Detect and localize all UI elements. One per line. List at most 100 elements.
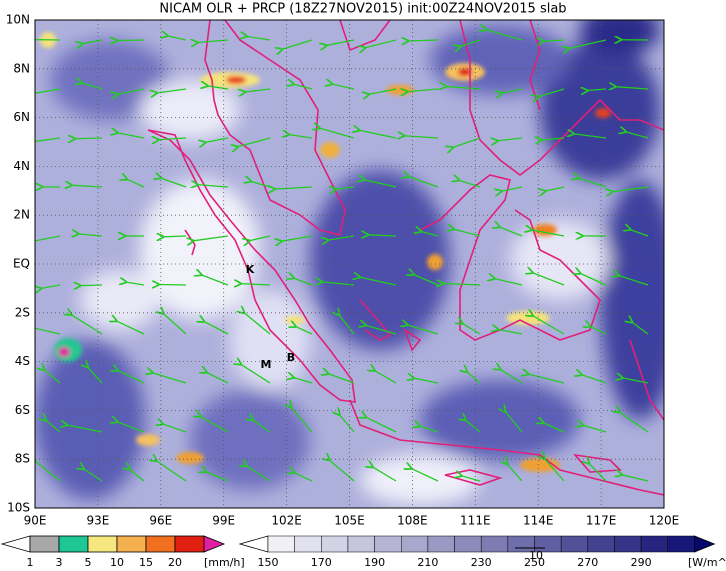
wind-vector bbox=[197, 185, 229, 187]
wind-vector bbox=[339, 315, 355, 335]
precip-label: 10 bbox=[110, 556, 124, 569]
wind-vector bbox=[365, 39, 397, 48]
wind-vector bbox=[619, 412, 649, 433]
colorbar-box bbox=[374, 535, 402, 553]
wind-vector bbox=[531, 230, 565, 237]
wind-vector bbox=[543, 423, 565, 433]
wind-vector bbox=[253, 420, 271, 433]
wind-vector bbox=[152, 373, 187, 384]
wind-vector bbox=[618, 275, 649, 286]
wind-vector bbox=[35, 328, 61, 335]
olr-colorbar bbox=[238, 535, 716, 553]
wind-vector bbox=[374, 370, 397, 384]
wind-vector bbox=[293, 84, 313, 90]
lat-label: 4N bbox=[13, 159, 30, 173]
wind-vector bbox=[82, 83, 103, 90]
wind-vector bbox=[117, 133, 145, 139]
lon-label: 105E bbox=[334, 514, 365, 528]
wind-vector bbox=[206, 372, 229, 384]
wind-vector bbox=[71, 315, 103, 335]
wind-vector bbox=[240, 284, 271, 285]
olr-field bbox=[35, 20, 664, 508]
wind-vector bbox=[505, 411, 523, 433]
wind-vector bbox=[66, 425, 103, 433]
wind-vector bbox=[328, 374, 355, 384]
wind-vector bbox=[543, 40, 565, 41]
lon-label: 114E bbox=[523, 514, 554, 528]
olr-label: 230 bbox=[471, 556, 492, 569]
wind-vector bbox=[322, 282, 355, 285]
wind-vector bbox=[413, 378, 439, 384]
wind-vector bbox=[117, 88, 145, 94]
map-frame bbox=[34, 19, 665, 509]
wind-vector bbox=[407, 325, 439, 335]
wind-vector bbox=[158, 138, 187, 140]
wind-vector bbox=[332, 84, 355, 90]
wind-vector bbox=[197, 40, 229, 43]
wind-vector bbox=[88, 367, 103, 384]
wind-vector bbox=[160, 178, 187, 188]
wind-vector bbox=[117, 370, 145, 384]
wind-vector bbox=[499, 227, 523, 237]
wind-vector bbox=[621, 475, 649, 482]
wind-vector bbox=[200, 416, 229, 433]
lat-label: 2N bbox=[13, 208, 30, 222]
lon-labels: 90E 93E 96E 99E 102E 105E 108E 111E 114E 117E 120E bbox=[24, 514, 680, 528]
wind-vector bbox=[368, 88, 397, 94]
colorbar-box bbox=[267, 535, 295, 553]
colorbar-arrow bbox=[694, 535, 716, 553]
wind-vector bbox=[538, 88, 565, 97]
wind-vector bbox=[193, 235, 229, 241]
wind-vector bbox=[443, 283, 481, 285]
wind-vector bbox=[494, 279, 523, 286]
wind-vector bbox=[74, 138, 103, 139]
wind-vector bbox=[452, 137, 481, 148]
precip-label: 15 bbox=[139, 556, 153, 569]
lon-label: 117E bbox=[586, 514, 617, 528]
olr-label: 290 bbox=[631, 556, 652, 569]
wind-vector bbox=[127, 179, 145, 188]
precip-label: 1 bbox=[27, 556, 34, 569]
wind-vector bbox=[201, 275, 229, 286]
precip-label: 20 bbox=[168, 556, 182, 569]
wind-vectors bbox=[35, 30, 649, 482]
wind-vector bbox=[339, 414, 355, 433]
wind-vector bbox=[116, 40, 145, 41]
wind-vector bbox=[35, 235, 61, 242]
olr-label: 170 bbox=[311, 556, 332, 569]
wind-vector bbox=[630, 230, 649, 237]
wind-vector bbox=[207, 86, 229, 90]
wind-vector bbox=[116, 321, 145, 335]
wind-vector bbox=[249, 235, 271, 241]
wind-vector bbox=[445, 86, 481, 89]
wind-vector bbox=[82, 39, 103, 44]
wind-vector bbox=[282, 39, 313, 49]
olr-label: 190 bbox=[364, 556, 385, 569]
wind-vector bbox=[83, 469, 103, 482]
colorbar-box bbox=[427, 535, 455, 553]
wind-vector bbox=[501, 186, 523, 191]
precip-label: 5 bbox=[85, 556, 92, 569]
wind-vector bbox=[420, 426, 439, 433]
wind-vector bbox=[163, 313, 187, 335]
lon-label: 90E bbox=[24, 514, 47, 528]
wind-vector bbox=[35, 88, 61, 94]
lat-labels: 10N 8N 6N 4N 2N EQ 2S 4S 6S 8S 10S bbox=[6, 13, 30, 515]
wind-vector bbox=[411, 468, 439, 482]
wind-vector bbox=[129, 469, 145, 482]
lon-label: 111E bbox=[460, 514, 491, 528]
lat-label: 8S bbox=[15, 452, 30, 466]
wind-vector bbox=[461, 476, 481, 482]
wind-vector bbox=[372, 467, 397, 482]
wind-vector bbox=[162, 424, 187, 433]
wind-vector bbox=[590, 326, 607, 335]
wind-vector bbox=[251, 181, 271, 188]
wind-vector bbox=[421, 231, 439, 237]
wind-vector bbox=[336, 187, 355, 189]
wind-vector bbox=[502, 88, 523, 93]
wind-vector bbox=[407, 89, 439, 92]
colorbar-box bbox=[347, 535, 375, 553]
coastlines bbox=[147, 20, 664, 496]
precip-labels: 1 3 5 10 15 20 bbox=[27, 556, 183, 569]
wind-vector bbox=[580, 273, 607, 286]
